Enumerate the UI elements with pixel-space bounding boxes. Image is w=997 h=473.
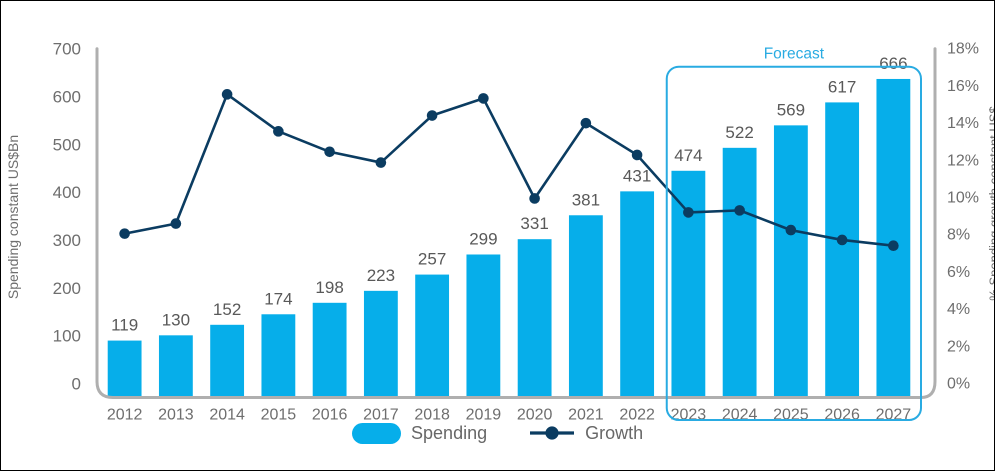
svg-text:18%: 18%: [947, 41, 979, 58]
svg-text:500: 500: [53, 135, 81, 154]
svg-text:16%: 16%: [947, 78, 979, 95]
svg-text:2013: 2013: [158, 407, 194, 422]
svg-text:152: 152: [213, 300, 241, 319]
svg-text:2016: 2016: [312, 407, 348, 422]
svg-text:119: 119: [111, 316, 138, 335]
svg-text:474: 474: [674, 146, 702, 165]
svg-text:331: 331: [520, 214, 548, 233]
svg-text:522: 522: [725, 123, 753, 142]
svg-text:2020: 2020: [517, 407, 553, 422]
svg-text:130: 130: [162, 310, 190, 329]
svg-text:200: 200: [53, 279, 81, 298]
svg-text:2%: 2%: [947, 338, 970, 355]
svg-text:2022: 2022: [619, 407, 655, 422]
svg-text:0: 0: [72, 375, 81, 394]
svg-text:2025: 2025: [773, 407, 809, 422]
svg-text:2024: 2024: [722, 407, 758, 422]
svg-text:299: 299: [469, 229, 497, 248]
svg-text:14%: 14%: [947, 115, 979, 132]
svg-text:100: 100: [53, 327, 81, 346]
svg-text:431: 431: [623, 166, 651, 185]
svg-text:2027: 2027: [876, 407, 912, 422]
svg-text:381: 381: [572, 190, 600, 209]
svg-text:569: 569: [777, 100, 805, 119]
svg-text:2026: 2026: [824, 407, 860, 422]
svg-text:8%: 8%: [947, 227, 970, 244]
svg-text:198: 198: [315, 278, 343, 297]
svg-text:174: 174: [264, 289, 292, 308]
svg-text:600: 600: [53, 88, 81, 107]
svg-text:2021: 2021: [568, 407, 604, 422]
svg-text:617: 617: [828, 77, 856, 96]
svg-text:12%: 12%: [947, 152, 979, 169]
svg-text:666: 666: [879, 54, 907, 73]
svg-text:Forecast: Forecast: [764, 46, 825, 63]
svg-text:400: 400: [53, 183, 81, 202]
svg-text:2014: 2014: [209, 407, 245, 422]
svg-text:2018: 2018: [414, 407, 450, 422]
svg-text:6%: 6%: [947, 264, 970, 281]
svg-text:223: 223: [367, 266, 395, 285]
svg-text:2017: 2017: [363, 407, 399, 422]
svg-text:2015: 2015: [261, 407, 297, 422]
svg-text:10%: 10%: [947, 190, 979, 207]
svg-text:0%: 0%: [947, 376, 970, 393]
svg-text:2012: 2012: [107, 407, 143, 422]
svg-text:2019: 2019: [466, 407, 502, 422]
svg-text:4%: 4%: [947, 301, 970, 318]
svg-text:700: 700: [53, 40, 81, 59]
svg-text:257: 257: [418, 250, 446, 269]
svg-text:300: 300: [53, 231, 81, 250]
